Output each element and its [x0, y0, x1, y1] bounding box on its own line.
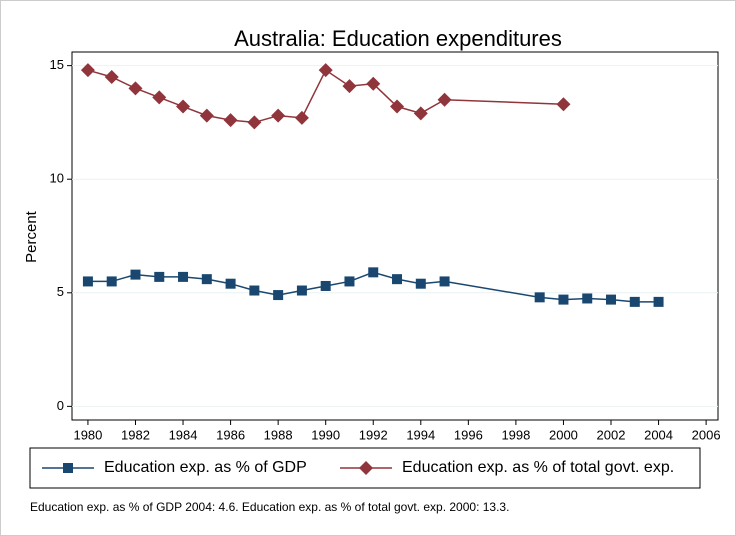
point	[247, 115, 262, 130]
point	[606, 294, 617, 305]
point	[296, 285, 307, 296]
point	[199, 108, 214, 123]
point	[130, 269, 141, 280]
point	[392, 274, 403, 285]
point	[582, 293, 593, 304]
point	[225, 278, 236, 289]
y-tick-label: 5	[57, 284, 64, 299]
plot-area	[71, 51, 719, 421]
x-tick-label: 1998	[501, 427, 530, 442]
series-line	[87, 271, 659, 303]
y-tick-label: 15	[50, 57, 64, 72]
y-tick-label: 10	[50, 171, 64, 186]
x-tick-label: 2006	[692, 427, 721, 442]
point	[320, 280, 331, 291]
x-tick-label: 1986	[216, 427, 245, 442]
point	[273, 290, 284, 301]
point	[271, 108, 286, 123]
point	[344, 276, 355, 287]
point	[201, 274, 212, 285]
x-tick-label: 1988	[264, 427, 293, 442]
x-tick-label: 1980	[73, 427, 102, 442]
x-tick-label: 2004	[644, 427, 673, 442]
point	[128, 81, 143, 96]
point	[152, 90, 167, 105]
x-tick-label: 1992	[359, 427, 388, 442]
x-tick-label: 1996	[454, 427, 483, 442]
point	[178, 271, 189, 282]
point	[390, 99, 405, 114]
legend-label: Education exp. as % of total govt. exp.	[402, 459, 674, 476]
point	[534, 292, 545, 303]
chart-title: Australia: Education expenditures	[234, 26, 562, 51]
point	[366, 76, 381, 91]
point	[249, 285, 260, 296]
point	[415, 278, 426, 289]
point	[223, 113, 238, 128]
y-tick-label: 0	[57, 398, 64, 413]
x-tick-label: 2000	[549, 427, 578, 442]
legend-marker	[63, 463, 73, 473]
point	[629, 296, 640, 307]
point	[437, 92, 452, 107]
x-tick-label: 1990	[311, 427, 340, 442]
point	[80, 63, 95, 78]
point	[413, 106, 428, 121]
point	[154, 271, 165, 282]
point	[439, 276, 450, 287]
x-tick-label: 1982	[121, 427, 150, 442]
point	[558, 294, 569, 305]
point	[653, 296, 664, 307]
point	[106, 276, 117, 287]
point	[368, 267, 379, 278]
x-tick-label: 1994	[406, 427, 435, 442]
point	[104, 69, 119, 84]
point	[342, 79, 357, 94]
point	[556, 97, 571, 112]
y-axis-label: Percent	[23, 210, 40, 263]
point	[318, 63, 333, 78]
note: Education exp. as % of GDP 2004: 4.6. Ed…	[30, 500, 509, 514]
legend-marker	[359, 461, 373, 475]
point	[294, 110, 309, 125]
x-tick-label: 1984	[169, 427, 198, 442]
x-tick-label: 2002	[597, 427, 626, 442]
legend-label: Education exp. as % of GDP	[104, 459, 307, 476]
point	[82, 276, 93, 287]
point	[176, 99, 191, 114]
